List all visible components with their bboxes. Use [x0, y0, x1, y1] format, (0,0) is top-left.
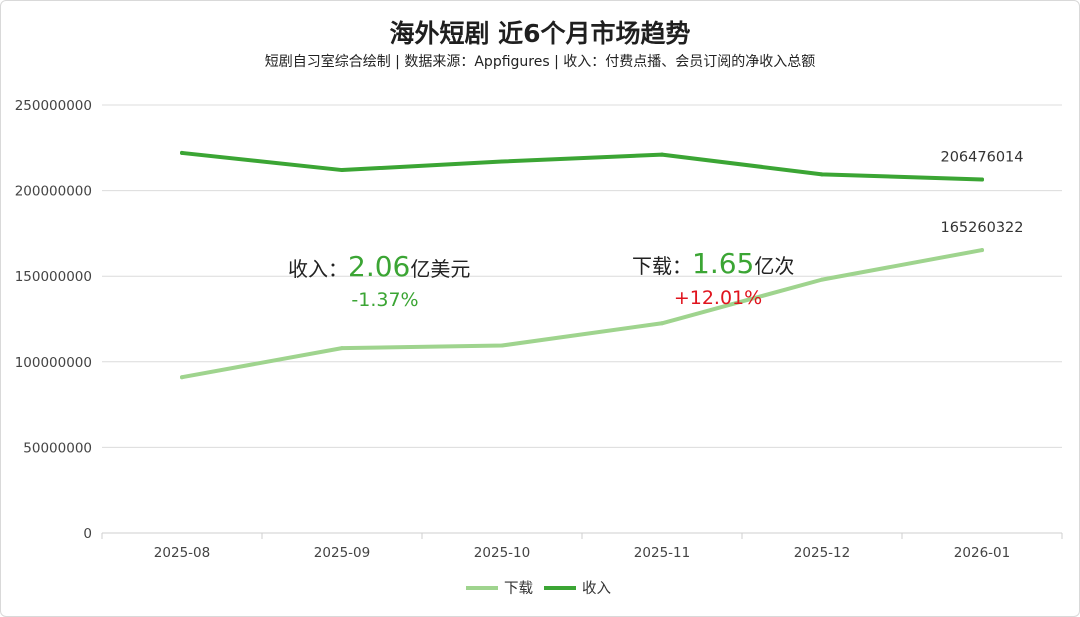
data-point — [180, 375, 184, 380]
annotation-downloads-unit: 亿次 — [754, 254, 794, 278]
annotation-revenue-unit: 亿美元 — [410, 257, 470, 281]
annotation-downloads-value: 1.65 — [692, 247, 754, 280]
y-axis-ticks: 0 50000000 100000000 150000000 200000000 2500… — [15, 98, 92, 542]
y-tick-label: 50000000 — [23, 440, 92, 456]
end-value-labels: 165260322 206476014 — [940, 150, 1023, 237]
legend-label-downloads: 下载 — [504, 580, 533, 597]
annotation-downloads-change: +12.01% — [674, 287, 762, 309]
series-line-revenue — [180, 150, 984, 182]
data-point — [180, 150, 184, 155]
data-point — [500, 159, 504, 164]
series-lines — [180, 150, 984, 380]
y-tick-label: 0 — [83, 526, 92, 542]
annotation-downloads: 下载：1.65亿次 — [632, 247, 794, 280]
data-point — [820, 277, 824, 282]
annotation-revenue: 收入：2.06亿美元 — [288, 250, 470, 283]
data-point — [340, 168, 344, 173]
y-tick-label: 250000000 — [15, 98, 92, 114]
chart-subtitle: 短剧自习室综合绘制 | 数据来源：Appfigures | 收入：付费点播、会员… — [265, 53, 816, 70]
annotation-downloads-prefix: 下载： — [632, 254, 692, 278]
y-tick-label: 150000000 — [15, 269, 92, 285]
data-point — [820, 172, 824, 177]
end-value-label: 206476014 — [940, 150, 1023, 166]
data-point — [340, 346, 344, 351]
data-point — [980, 177, 984, 182]
legend: 下载 收入 — [466, 580, 611, 597]
annotation-revenue-value: 2.06 — [348, 250, 410, 283]
chart-title: 海外短剧 近6个月市场趋势 — [389, 19, 690, 48]
x-tick-label: 2025-11 — [634, 545, 690, 561]
x-tick-label: 2025-08 — [154, 545, 210, 561]
x-tick-label: 2025-10 — [474, 545, 530, 561]
data-point — [660, 321, 664, 326]
legend-label-revenue: 收入 — [582, 580, 611, 597]
data-point — [660, 152, 664, 157]
series-line-downloads — [180, 248, 984, 380]
y-tick-label: 100000000 — [15, 355, 92, 371]
annotation-revenue-change: -1.37% — [351, 289, 418, 311]
end-value-label: 165260322 — [940, 220, 1023, 236]
x-tick-label: 2026-01 — [954, 545, 1010, 561]
data-point — [500, 343, 504, 348]
data-point — [980, 248, 984, 253]
annotation-revenue-prefix: 收入： — [288, 257, 348, 281]
x-tick-label: 2025-12 — [794, 545, 850, 561]
x-tick-label: 2025-09 — [314, 545, 370, 561]
y-tick-label: 200000000 — [15, 184, 92, 200]
x-axis: 2025-08 2025-09 2025-10 2025-11 2025-12 2026-… — [101, 532, 1063, 561]
